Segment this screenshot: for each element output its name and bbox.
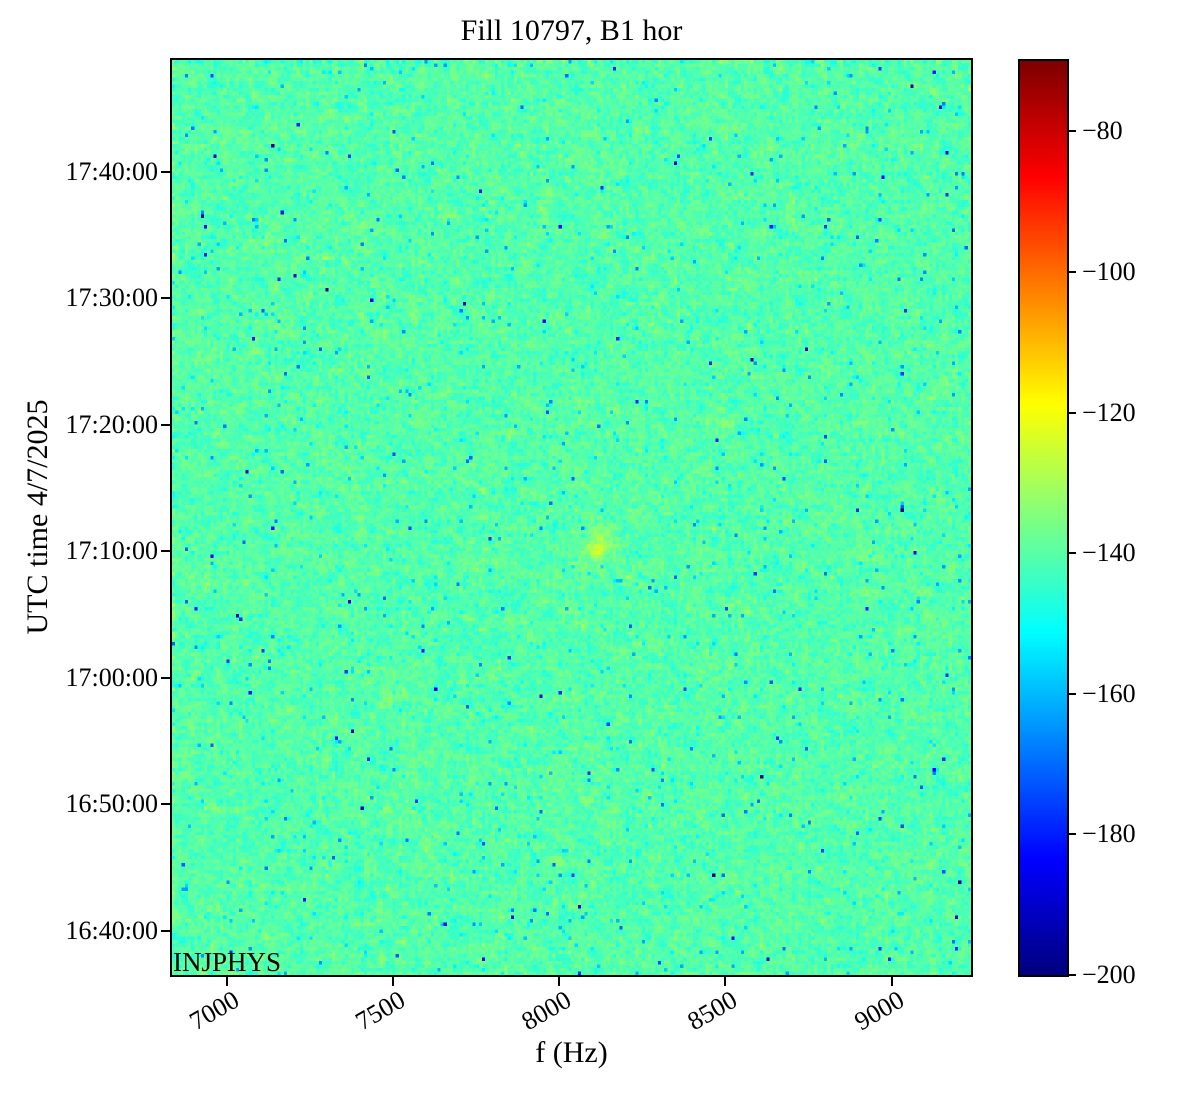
y-tick-label: 17:00:00 (65, 662, 158, 692)
plot-frame (170, 58, 973, 977)
y-axis-label: UTC time 4/7/2025 (21, 399, 54, 635)
colorbar-tick-mark (1069, 270, 1076, 273)
x-tick-label: 8500 (682, 985, 743, 1037)
y-tick-mark (161, 676, 170, 679)
heatmap-canvas (172, 60, 971, 975)
colorbar-tick-mark (1069, 833, 1076, 836)
colorbar-tick-mark (1069, 130, 1076, 133)
colorbar-frame (1018, 59, 1069, 977)
y-tick-mark (161, 550, 170, 553)
y-tick-label: 16:40:00 (65, 915, 158, 945)
y-tick-label: 17:20:00 (65, 409, 158, 439)
colorbar-tick-mark (1069, 974, 1076, 976)
x-tick-mark (391, 977, 394, 986)
y-tick-mark (161, 929, 170, 932)
x-tick-mark (558, 977, 561, 986)
y-tick-label: 16:50:00 (65, 789, 158, 819)
colorbar-tick-label: −140 (1082, 538, 1136, 568)
colorbar-tick-label: −180 (1082, 819, 1136, 849)
y-tick-label: 17:40:00 (65, 156, 158, 186)
x-axis-label: f (Hz) (535, 1036, 608, 1069)
colorbar-tick-label: −100 (1082, 256, 1136, 286)
x-tick-label: 7000 (183, 985, 244, 1037)
colorbar-canvas (1020, 61, 1067, 975)
x-tick-label: 7500 (350, 985, 410, 1037)
colorbar-tick-mark (1069, 552, 1076, 555)
colorbar-tick-label: −80 (1082, 116, 1123, 146)
colorbar-tick-label: −200 (1082, 960, 1136, 989)
y-tick-mark (161, 297, 170, 300)
colorbar-tick-mark (1069, 692, 1076, 695)
x-tick-label: 9000 (849, 985, 909, 1037)
colorbar-tick-label: −120 (1082, 397, 1136, 427)
y-tick-label: 17:10:00 (65, 536, 158, 566)
y-tick-label: 17:30:00 (65, 283, 158, 313)
y-tick-mark (161, 803, 170, 806)
x-tick-mark (890, 977, 893, 986)
chart-title: Fill 10797, B1 hor (460, 14, 683, 47)
x-tick-mark (225, 977, 228, 986)
colorbar-tick-label: −160 (1082, 678, 1136, 708)
y-tick-mark (161, 170, 170, 173)
x-tick-mark (724, 977, 727, 986)
annotation-injphys: INJPHYS (173, 947, 282, 977)
y-tick-mark (161, 423, 170, 426)
x-tick-label: 8000 (516, 985, 577, 1037)
colorbar-tick-mark (1069, 411, 1076, 414)
